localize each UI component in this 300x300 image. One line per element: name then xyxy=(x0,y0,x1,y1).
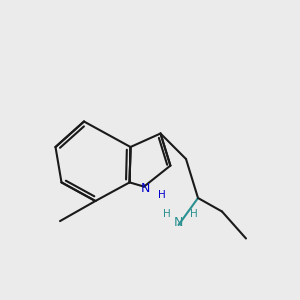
Text: H: H xyxy=(158,190,165,200)
Text: H: H xyxy=(190,208,197,219)
Text: H: H xyxy=(163,208,170,219)
Text: N: N xyxy=(174,215,183,229)
Text: N: N xyxy=(141,182,150,195)
